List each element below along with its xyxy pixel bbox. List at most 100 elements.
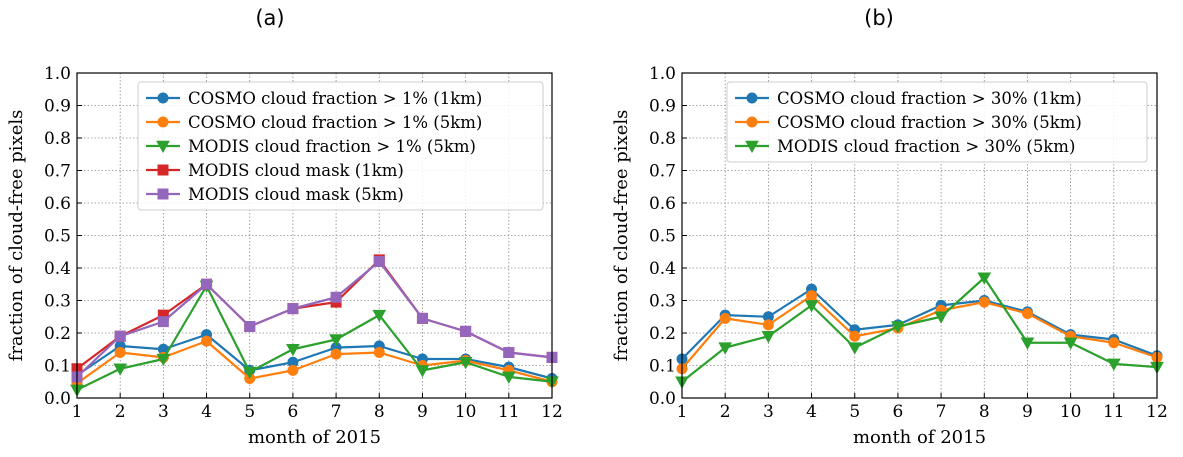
chart-b-y-tick-label: 0.5 [649,227,676,247]
chart-a-series-5-point [416,312,428,324]
chart-a-legend: COSMO cloud fraction > 1% (1km) COSMO clo… [137,81,544,211]
chart-a-y-tick-label: 0.8 [44,129,71,149]
chart-b-y-tick-label: 0.7 [649,162,676,182]
chart-b-y-tick-label: 0.9 [649,97,676,117]
chart-b-plot-frame [681,72,1158,399]
chart-b-series-3-point [847,342,862,355]
chart-b-x-tick-label: 1 [677,402,688,422]
chart-b-series-2-point [1021,308,1033,319]
chart-a-x-tick-label: 9 [417,402,428,422]
chart-a-y-tick-label: 0.0 [44,389,71,409]
chart-b-y-tick-label: 1.0 [649,64,676,84]
chart-a-x-tick-label: 1 [72,402,83,422]
chart-b-series-2-point [762,319,774,331]
chart-a-series-1 [71,329,558,384]
chart-a-legend-swatch-marker [157,164,169,176]
chart-a-x-tick-label: 7 [331,402,342,422]
chart-a-series-3-point [242,366,257,380]
chart-b-legend: COSMO cloud fraction > 30% (1km) COSMO cl… [726,81,1148,163]
chart-a-series-5-point [287,303,299,315]
chart-a-series-3 [70,280,559,397]
panel-a-label: (a) [255,6,284,30]
chart-a-series-3-point [415,365,430,378]
chart-b-series-3-point [934,311,948,324]
chart-b-y-tick-label: 0.0 [649,389,676,409]
chart-a-y-tick-label: 0.9 [44,97,71,117]
chart-b-series-3-line [681,276,1158,383]
chart-a-y-tick-label: 0.3 [44,292,71,312]
chart-a-y-tick-label: 0.7 [44,162,71,182]
chart-b-legend-box [726,81,1148,163]
chart-a-y-tick-label: 0.1 [44,357,71,377]
chart-a-x-axis-label: month of 2015 [248,427,381,448]
chart-b-series-2-point [719,312,731,324]
chart-a-series-3-point [113,363,128,376]
chart-b-series-3-point [891,321,905,334]
chart-a-series-3-point [329,334,343,347]
chart-a-series-2-point [201,335,213,347]
chart-a-series-3-line [76,284,553,391]
chart-b-y-tick-label: 0.1 [649,357,676,377]
chart-b-legend-label: MODIS cloud fraction > 30% (5km) [777,137,1075,156]
chart-a-series-5-point [330,291,342,303]
chart-a-series-5-point [114,330,126,342]
chart-b-y-tick-label: 0.8 [649,129,676,149]
chart-b-y-tick-label: 0.6 [649,194,676,214]
chart-b-series-3-point [718,342,733,355]
chart-a-x-tick-label: 3 [158,402,169,422]
chart-a-x-tick-label: 6 [287,402,298,422]
chart-a-series-3-point [286,343,300,357]
chart-a-series-3-point [372,309,387,323]
chart-a-y-tick-label: 0.6 [44,194,71,214]
chart-a-series-2-point [114,347,126,358]
chart-a-legend-label: MODIS cloud mask (1km) [188,161,404,180]
chart-a-x-tick-label: 4 [201,402,212,422]
chart-b-series-1-line [681,288,1158,360]
chart-a-y-tick-label: 0.2 [44,324,71,344]
chart-b-y-axis-label: fraction of cloud-free pixels [611,110,632,362]
chart-a-x-tick-label: 8 [374,402,385,422]
chart-a-x-tick-label: 2 [115,402,126,422]
chart-b-series-2 [676,290,1163,375]
chart-a-x-tick-label: 12 [541,402,563,422]
chart-a-legend-swatch-marker [157,116,169,128]
chart-b-series-3-point [1063,337,1078,350]
chart-a-series-5-point [201,278,213,290]
chart-b-x-tick-label: 2 [720,402,731,422]
chart-a-series-5-point [373,256,385,267]
chart-b-x-tick-label: 5 [849,402,860,422]
chart-a-series-5-point [157,316,169,328]
chart-a-series-5-point [460,325,472,337]
chart-a-series-2-point [287,364,299,376]
chart-a-series-5-line [76,260,553,378]
chart-a-legend-swatch-marker [156,140,170,154]
chart-b-x-tick-label: 6 [892,402,903,422]
chart-b-series-3-point [1020,337,1035,350]
chart-a-y-axis-label: fraction of cloud-free pixels [6,110,27,362]
chart-b-series-3 [675,272,1164,389]
chart-a-legend-label: COSMO cloud fraction > 1% (1km) [188,89,482,108]
chart-a-x-tick-label: 5 [244,402,255,422]
chart-b-x-tick-label: 11 [1103,402,1125,422]
chart-a-series-2 [71,335,558,389]
chart-a-y-tick-label: 0.5 [44,227,71,247]
chart-b-x-tick-label: 12 [1146,402,1168,422]
chart-b-x-tick-label: 10 [1060,402,1082,422]
chart-a-y-tick-label: 1.0 [44,64,71,84]
chart-b-x-tick-label: 3 [763,402,774,422]
chart-b-legend-swatch-marker [745,140,759,154]
chart-a-series-2-line [76,340,553,385]
panel-b-label: (b) [864,6,894,30]
chart-a-series-5-point [244,321,256,332]
chart-a-plot-frame [76,72,553,399]
chart-a-series-3-point [501,371,516,384]
chart-a-series-2-point [330,348,342,360]
chart-b-y-tick-label: 0.2 [649,324,676,344]
chart-a-legend-swatch-marker [157,188,169,200]
chart-a-series-4-line [76,258,553,370]
chart-a-series-5-point [503,347,515,358]
chart-b-x-tick-label: 4 [806,402,817,422]
chart-b-series-3-point [761,330,776,344]
chart-b-y-tick-label: 0.4 [649,259,676,279]
